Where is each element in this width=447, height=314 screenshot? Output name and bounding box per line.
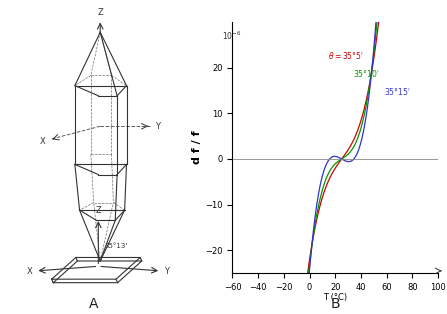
Text: 35°13': 35°13' [105,242,128,248]
Text: B: B [330,297,340,311]
Text: Y: Y [164,267,169,276]
Text: X: X [27,267,32,276]
Y-axis label: d f / f: d f / f [193,131,202,165]
Text: $35°15'$: $35°15'$ [384,86,411,97]
Text: Z: Z [96,206,101,215]
X-axis label: T (°C): T (°C) [323,293,347,302]
Text: A: A [89,297,99,311]
Text: $10^{-6}$: $10^{-6}$ [222,30,241,42]
Text: Y: Y [155,122,160,131]
Text: $\theta = 35°5'$: $\theta = 35°5'$ [328,50,363,61]
Text: Z: Z [97,8,103,17]
Text: X: X [40,137,46,146]
Text: $35°10'$: $35°10'$ [353,68,380,79]
